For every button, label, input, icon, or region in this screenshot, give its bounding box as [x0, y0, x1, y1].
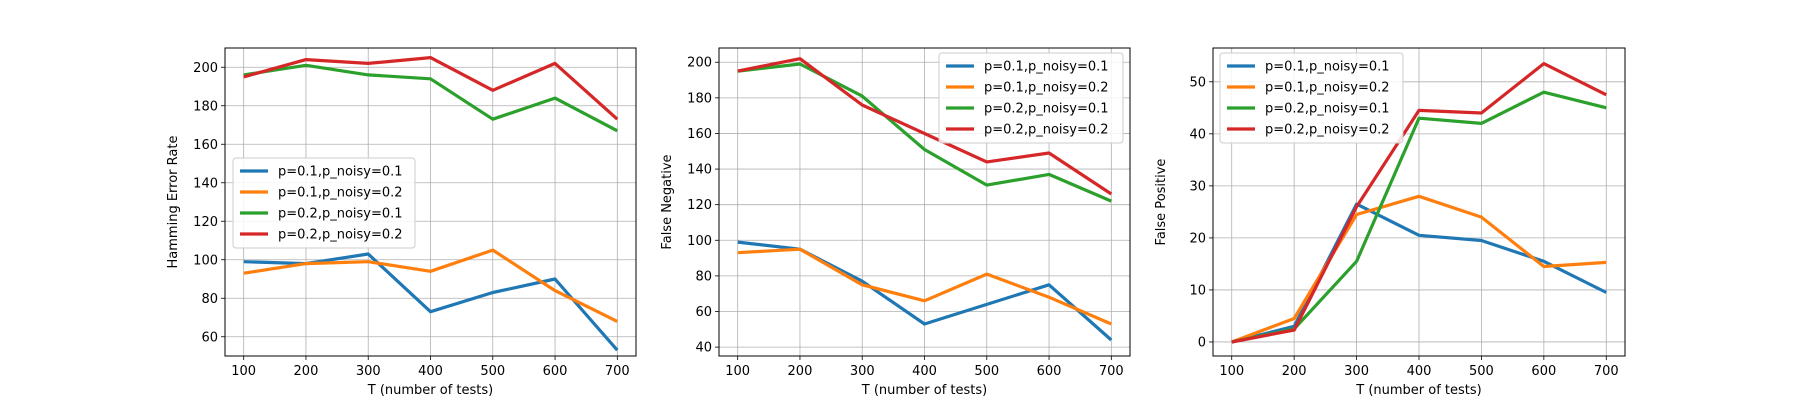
y-tick-label: 10 — [1189, 283, 1206, 298]
x-tick-label: 300 — [850, 364, 875, 379]
plot-frame — [224, 47, 637, 357]
y-tick-label: 50 — [1189, 75, 1206, 90]
y-tick-label: 140 — [687, 163, 712, 178]
x-axis-label: T (number of tests) — [861, 383, 988, 398]
x-axis-label: T (number of tests) — [367, 383, 494, 398]
y-tick-label: 80 — [695, 269, 712, 284]
series-line-4 — [1231, 61, 1608, 344]
legend-box — [1219, 52, 1404, 144]
x-tick-label: 100 — [231, 364, 256, 379]
y-tick-label: 100 — [687, 234, 712, 249]
legend-label: p=0.2,p_noisy=0.2 — [984, 123, 1109, 138]
chart-panel-3: 100 200 300 400 500 600 700 0 10 20 30 40 50 T (numbe… — [1154, 47, 1626, 398]
y-tick-label: 200 — [193, 61, 218, 76]
series-line-1 — [1231, 202, 1608, 344]
x-tick-label: 400 — [912, 364, 937, 379]
series-line-2 — [737, 247, 1112, 326]
chart-panel-2: 100 200 300 400 500 600 700 40 60 80 100 120 140 160 1… — [660, 47, 1131, 398]
y-tick-label: 200 — [687, 56, 712, 71]
x-tick-label: 600 — [1037, 364, 1062, 379]
y-axis-label: Hamming Error Rate — [166, 136, 181, 269]
x-axis-label: T (number of tests) — [1355, 383, 1482, 398]
x-tick-label: 500 — [1469, 364, 1494, 379]
legend-label: p=0.1,p_noisy=0.1 — [1265, 60, 1390, 75]
legend-box — [938, 52, 1124, 144]
x-tick-label: 500 — [480, 364, 505, 379]
legend-box — [232, 157, 416, 249]
x-tick-label: 100 — [725, 364, 750, 379]
y-tick-label: 30 — [1189, 179, 1206, 194]
legend-label: p=0.2,p_noisy=0.2 — [1265, 123, 1390, 138]
legend: p=0.1,p_noisy=0.1 p=0.1,p_noisy=0.2 p=0.2,… — [232, 157, 416, 249]
series-line-4 — [737, 57, 1113, 196]
x-tick-label: 400 — [1407, 364, 1432, 379]
x-tick-label: 300 — [356, 364, 381, 379]
y-tick-label: 60 — [695, 305, 712, 320]
y-tick-label: 120 — [193, 215, 218, 230]
y-tick-label: 180 — [193, 99, 218, 114]
y-tick-label: 160 — [193, 138, 218, 153]
series-line-3 — [243, 63, 619, 133]
y-tick-label: 100 — [193, 253, 218, 268]
x-tick-label: 400 — [418, 364, 443, 379]
series-line-3 — [737, 62, 1112, 203]
legend-label: p=0.2,p_noisy=0.2 — [278, 228, 403, 243]
plot-frame — [718, 47, 1131, 357]
x-tick-label: 600 — [543, 364, 568, 379]
legend: p=0.1,p_noisy=0.1 p=0.1,p_noisy=0.2 p=0.2,… — [938, 52, 1124, 144]
legend-label: p=0.2,p_noisy=0.1 — [984, 102, 1109, 117]
y-tick-label: 40 — [1189, 127, 1206, 142]
series-line-2 — [1231, 194, 1607, 344]
legend-label: p=0.2,p_noisy=0.1 — [1265, 102, 1390, 117]
x-tick-label: 500 — [974, 364, 999, 379]
x-tick-label: 200 — [294, 364, 319, 379]
y-tick-label: 180 — [687, 91, 712, 106]
y-tick-label: 20 — [1189, 231, 1206, 246]
legend-label: p=0.1,p_noisy=0.1 — [984, 60, 1109, 75]
x-tick-label: 100 — [1219, 364, 1244, 379]
y-tick-label: 80 — [201, 292, 218, 307]
y-axis-label: False Negative — [660, 154, 675, 249]
legend-label: p=0.1,p_noisy=0.1 — [278, 165, 403, 180]
legend: p=0.1,p_noisy=0.1 p=0.1,p_noisy=0.2 p=0.2,… — [1219, 52, 1404, 144]
y-axis-label: False Positive — [1154, 159, 1169, 246]
x-tick-label: 700 — [1594, 364, 1619, 379]
y-tick-label: 40 — [695, 341, 712, 356]
series-line-2 — [243, 248, 619, 323]
y-tick-label: 0 — [1198, 335, 1206, 350]
legend-label: p=0.1,p_noisy=0.2 — [278, 186, 403, 201]
x-tick-label: 700 — [605, 364, 630, 379]
y-tick-label: 140 — [193, 176, 218, 191]
x-tick-label: 200 — [1282, 364, 1307, 379]
y-tick-label: 120 — [687, 198, 712, 213]
x-tick-label: 700 — [1099, 364, 1124, 379]
series-line-4 — [243, 55, 619, 121]
legend-label: p=0.1,p_noisy=0.2 — [984, 81, 1109, 96]
x-tick-label: 200 — [788, 364, 813, 379]
x-tick-label: 300 — [1344, 364, 1369, 379]
legend-label: p=0.1,p_noisy=0.2 — [1265, 81, 1390, 96]
chart-panel-1: 100 200 300 400 500 600 700 60 80 100 120 140 160 180… — [166, 47, 637, 398]
y-tick-label: 160 — [687, 127, 712, 142]
plot-frame — [1212, 47, 1626, 357]
y-tick-label: 60 — [201, 330, 218, 345]
x-tick-label: 600 — [1531, 364, 1556, 379]
legend-label: p=0.2,p_noisy=0.1 — [278, 207, 403, 222]
